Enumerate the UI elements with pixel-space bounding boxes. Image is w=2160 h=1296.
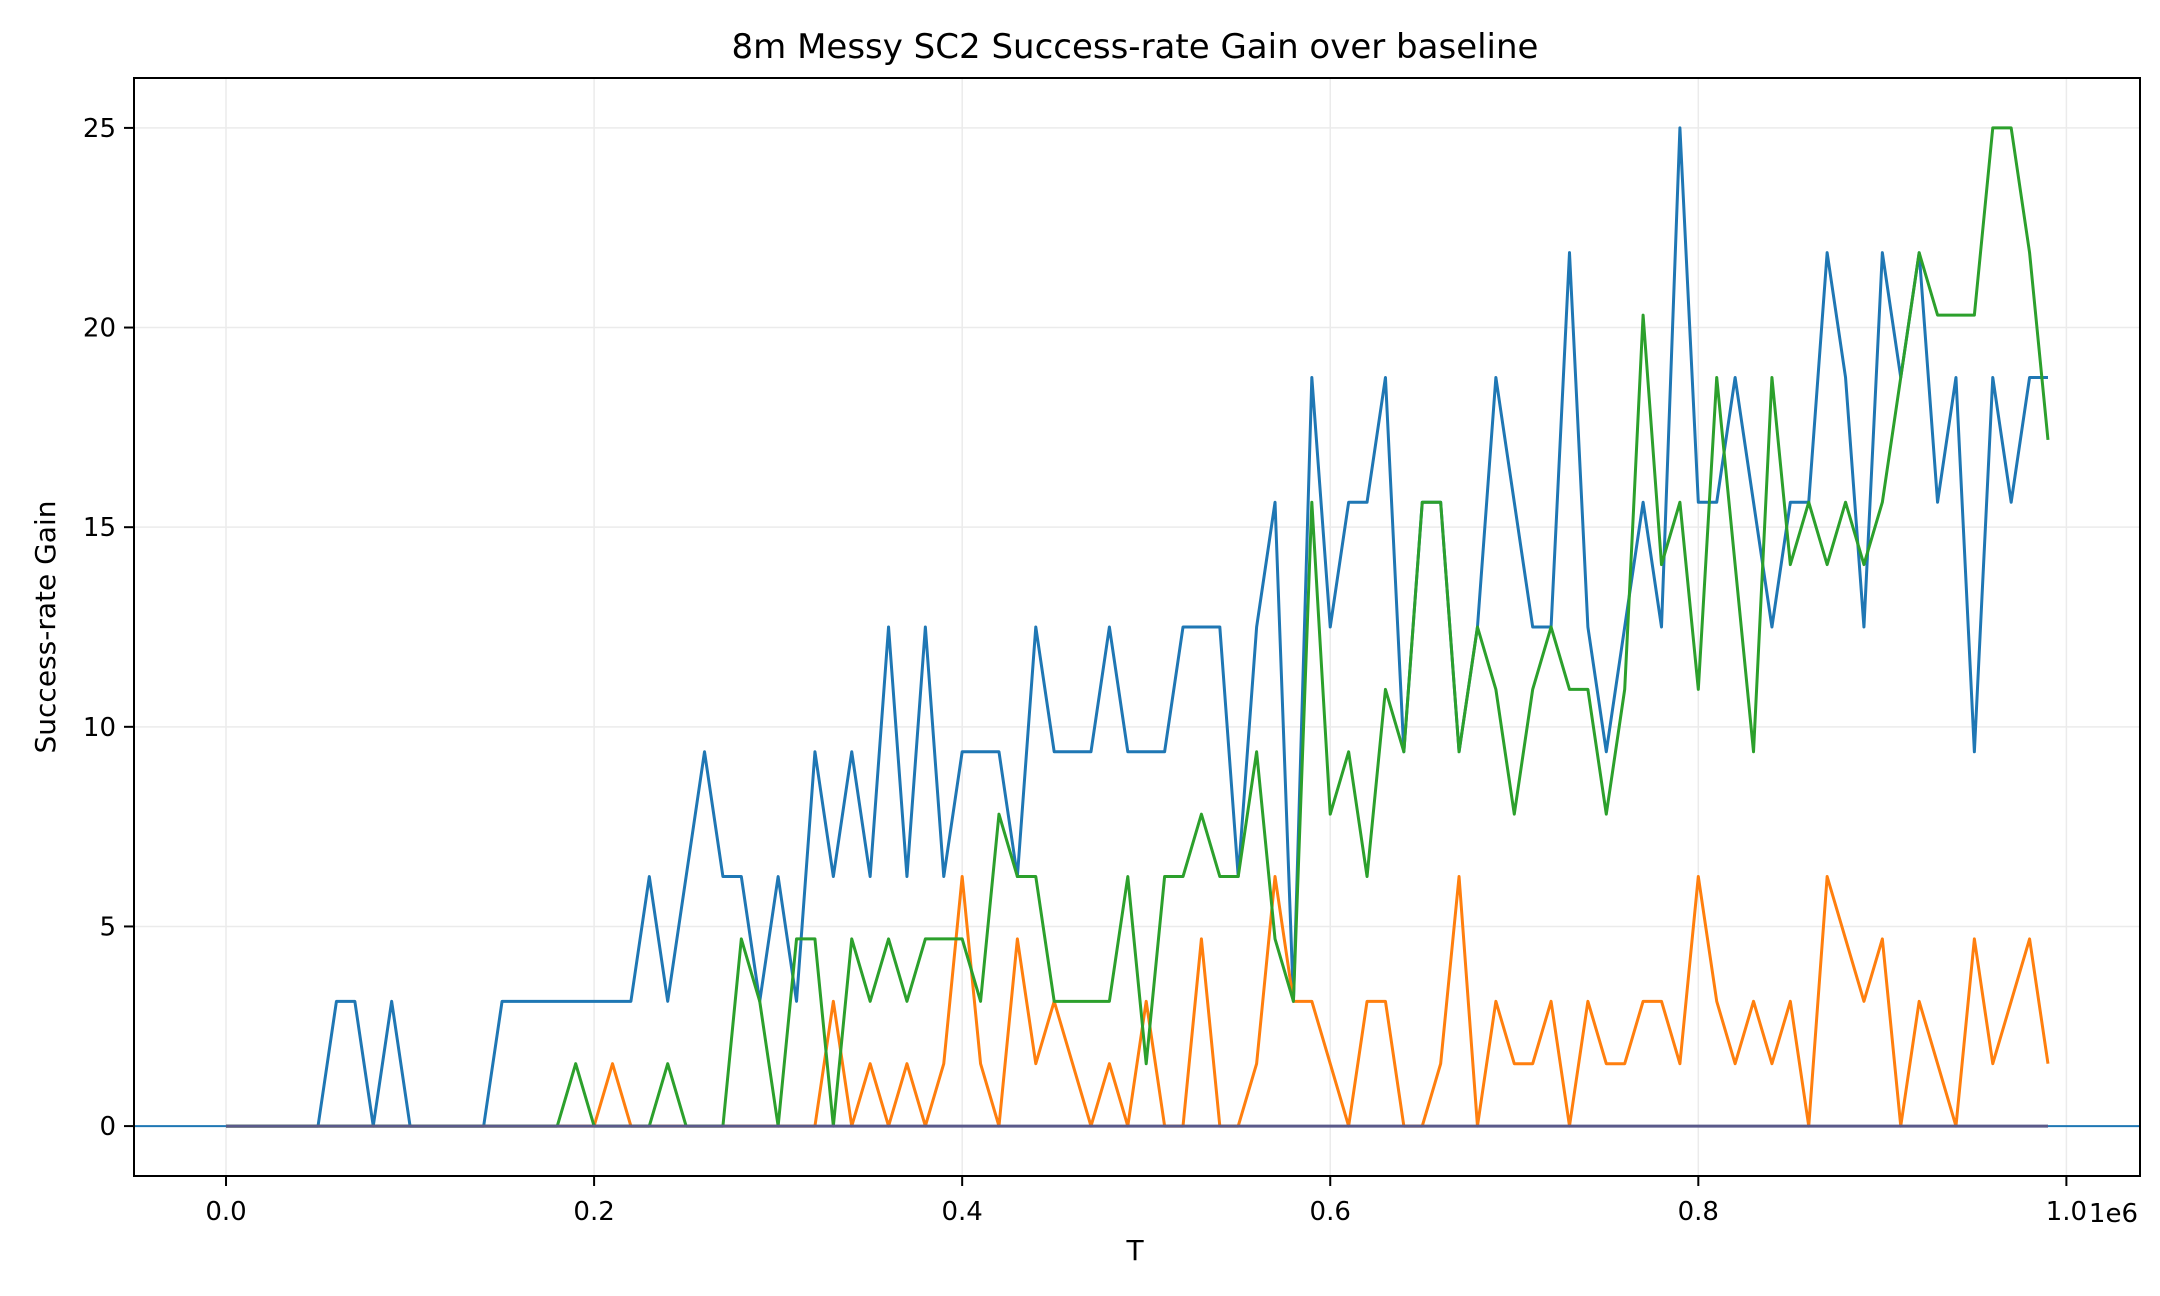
y-tick-label-1: 5 — [99, 912, 116, 942]
x-tick-label-0: 0.0 — [205, 1197, 246, 1227]
x-tick-label-2: 0.4 — [941, 1197, 982, 1227]
y-tick-label-4: 20 — [83, 314, 116, 344]
y-tick-label-0: 0 — [99, 1112, 116, 1142]
x-tick-label-4: 0.8 — [1678, 1197, 1719, 1227]
y-axis-ticks: 0 5 10 15 20 25 — [83, 114, 134, 1142]
y-tick-label-5: 25 — [83, 114, 116, 144]
y-axis-label: Success-rate Gain — [29, 501, 62, 754]
y-tick-label-3: 15 — [83, 513, 116, 543]
chart-title: 8m Messy SC2 Success-rate Gain over base… — [732, 27, 1539, 67]
x-axis-label: T — [1125, 1234, 1144, 1267]
y-tick-label-2: 10 — [83, 713, 116, 743]
axes-frame — [133, 77, 2141, 1177]
x-tick-label-5: 1.0 — [2046, 1197, 2087, 1227]
x-axis-ticks: 0.0 0.2 0.4 0.6 0.8 1.0 — [205, 1176, 2087, 1227]
series-line-1 — [226, 126, 2048, 1128]
plot-series — [226, 126, 2050, 1128]
x-axis-offset-label: 1e6 — [2089, 1199, 2138, 1229]
x-tick-label-3: 0.6 — [1310, 1197, 1351, 1227]
x-tick-label-1: 0.2 — [573, 1197, 614, 1227]
